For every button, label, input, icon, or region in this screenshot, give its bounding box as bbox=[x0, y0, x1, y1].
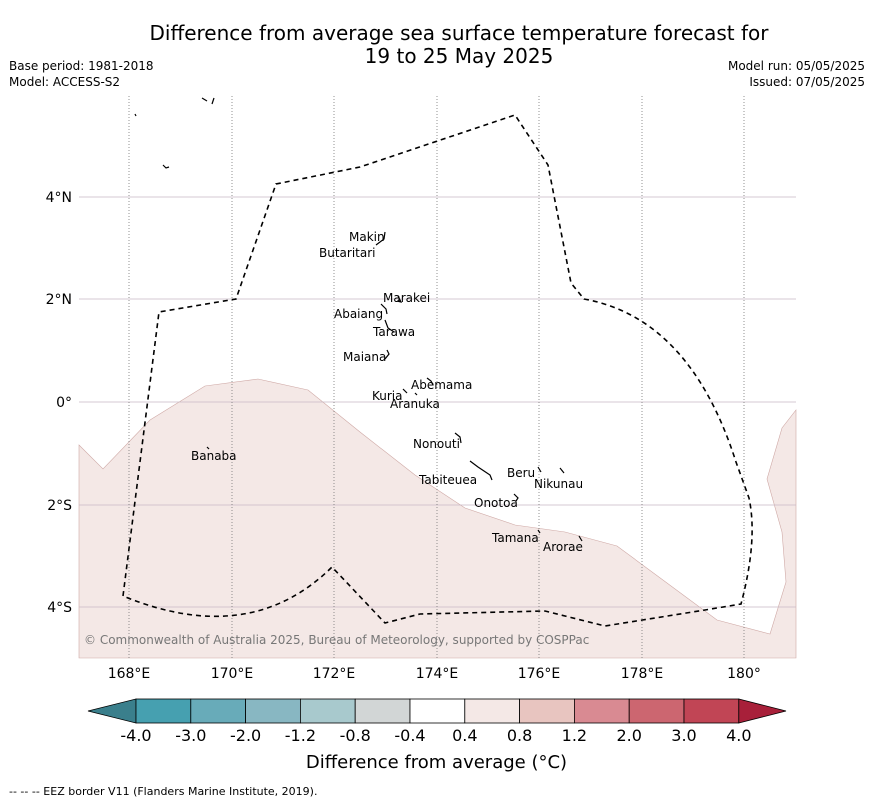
island-label: Tamana bbox=[491, 531, 539, 545]
colorbar-tick-label: -4.0 bbox=[120, 726, 152, 745]
colorbar-segment bbox=[190, 698, 247, 724]
island-label: Marakei bbox=[383, 291, 430, 305]
island-label: Beru bbox=[507, 466, 535, 480]
eez-border bbox=[122, 114, 753, 627]
lon-label: 176°E bbox=[518, 666, 561, 682]
colorbar-segment bbox=[354, 698, 411, 724]
colorbar-arrow-low bbox=[87, 698, 137, 724]
anomaly-region bbox=[78, 378, 797, 659]
island-label: Abemama bbox=[411, 378, 472, 392]
island-label: Tabiteuea bbox=[418, 473, 477, 487]
meta-left: Base period: 1981-2018 Model: ACCESS-S2 bbox=[9, 58, 154, 90]
lon-label: 178°E bbox=[621, 666, 664, 682]
colorbar-segment bbox=[574, 698, 630, 724]
colorbar-segment bbox=[409, 698, 466, 724]
island-label: Maiana bbox=[343, 350, 386, 364]
colorbar-tick-label: 3.0 bbox=[671, 726, 697, 745]
island-label: Nikunau bbox=[534, 477, 583, 491]
island-label: Arorae bbox=[543, 540, 583, 554]
lon-label: 168°E bbox=[108, 666, 151, 682]
eez-footnote: -- -- -- EEZ border V11 (Flanders Marine… bbox=[9, 785, 318, 798]
colorbar-tick-label: 2.0 bbox=[616, 726, 642, 745]
colorbar-segment bbox=[245, 698, 301, 724]
model-name: Model: ACCESS-S2 bbox=[9, 75, 121, 89]
model-run: Model run: 05/05/2025 bbox=[727, 59, 865, 73]
colorbar-tick-label: 0.8 bbox=[506, 726, 533, 745]
island-label: Abaiang bbox=[334, 307, 383, 321]
lat-label: 4°N bbox=[46, 190, 72, 206]
colorbar-segment bbox=[299, 698, 356, 724]
colorbar-segment bbox=[464, 698, 520, 724]
colorbar-segment bbox=[135, 698, 192, 724]
lon-label: 170°E bbox=[211, 666, 254, 682]
island-shapes bbox=[134, 97, 583, 542]
lat-label: 2°N bbox=[46, 292, 72, 308]
colorbar-segment bbox=[519, 698, 575, 724]
colorbar-title: Difference from average (°C) bbox=[305, 752, 568, 773]
colorbar-tick-label: 1.2 bbox=[561, 726, 588, 745]
colorbar-tick-label: 4.0 bbox=[726, 726, 752, 745]
lon-label: 180° bbox=[727, 666, 761, 682]
lon-label: 172°E bbox=[313, 666, 356, 682]
title-line-2: 19 to 25 May 2025 bbox=[364, 44, 554, 68]
island-label: Makin bbox=[349, 230, 385, 244]
lat-label: 0° bbox=[56, 395, 72, 411]
colorbar-segment bbox=[683, 698, 740, 724]
lat-labels: 4°N 2°N 0° 2°S 4°S bbox=[46, 190, 73, 616]
colorbar bbox=[87, 698, 787, 724]
island-label: Banaba bbox=[191, 449, 237, 463]
map-title: Difference from average sea surface temp… bbox=[0, 22, 873, 68]
lat-gridlines bbox=[79, 196, 796, 608]
colorbar-tick-label: -0.8 bbox=[339, 726, 371, 745]
copyright-notice: © Commonwealth of Australia 2025, Bureau… bbox=[84, 633, 589, 647]
colorbar-tick-label: -3.0 bbox=[175, 726, 207, 745]
island-label: Tarawa bbox=[372, 325, 415, 339]
meta-right: Model run: 05/05/2025 Issued: 07/05/2025 bbox=[728, 58, 865, 90]
colorbar-tick-label: -2.0 bbox=[229, 726, 262, 745]
colorbar-tick-label: -1.2 bbox=[284, 726, 316, 745]
lon-gridlines bbox=[128, 96, 745, 658]
lon-labels: 168°E 170°E 172°E 174°E 176°E 178°E 180° bbox=[108, 666, 761, 682]
colorbar-segment bbox=[628, 698, 685, 724]
colorbar-tick-label: -0.4 bbox=[394, 726, 426, 745]
title-line-1: Difference from average sea surface temp… bbox=[149, 21, 769, 45]
island-label: Aranuka bbox=[390, 397, 440, 411]
lat-label: 4°S bbox=[47, 600, 72, 616]
issued-date: Issued: 07/05/2025 bbox=[749, 75, 865, 89]
island-label: Onotoa bbox=[474, 496, 518, 510]
island-label: Butaritari bbox=[319, 246, 376, 260]
island-label: Kuria bbox=[372, 389, 403, 403]
lon-label: 174°E bbox=[416, 666, 459, 682]
colorbar-tick-label: 0.4 bbox=[452, 726, 478, 745]
island-labels: Makin Butaritari Marakei Abaiang Tarawa … bbox=[191, 230, 583, 554]
lat-label: 2°S bbox=[47, 498, 72, 514]
colorbar-arrow-high bbox=[738, 698, 787, 724]
island-label: Nonouti bbox=[413, 437, 460, 451]
base-period: Base period: 1981-2018 bbox=[9, 59, 154, 73]
